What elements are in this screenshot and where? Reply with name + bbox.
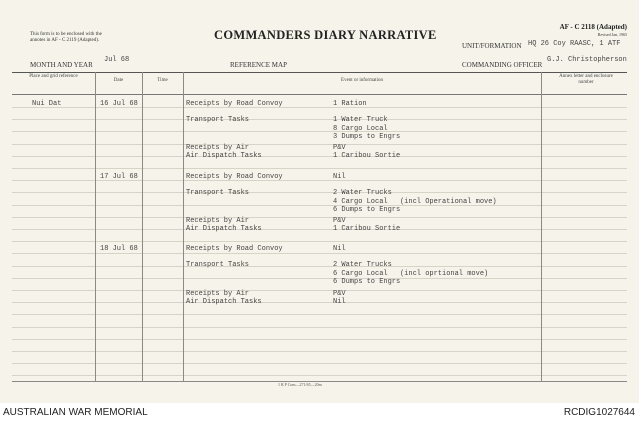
event-label: Receipts by Road Convoy [186,173,283,181]
event-info-line: 8 Cargo Local [333,124,388,133]
commanding-officer-label: COMMANDING OFFICER [462,61,543,69]
header-rule [12,94,627,95]
event-label: Receipts by Road Convoy [186,245,283,253]
ruled-line [12,180,627,181]
event-note: (incl Operational move) [400,197,497,206]
event-info-line: 6 Cargo Local [333,269,388,278]
ruled-line [12,156,627,157]
event-label: Air Dispatch Tasks [186,298,262,306]
unit-label: UNIT/FORMATION [462,42,522,50]
date-cell: 18 Jul 68 [100,245,138,253]
ruled-line [12,290,627,291]
event-info-line: P&V [333,290,346,298]
event-label: Transport Tasks [186,189,250,197]
form-title: COMMANDERS DIARY NARRATIVE [214,28,437,42]
ruled-line [12,266,627,267]
event-info-line: Nil [333,245,346,253]
ruled-line [12,375,627,376]
event-info-line: Nil [333,173,346,181]
event-info-line: 1 Ration [333,100,367,108]
ruled-line [12,278,627,279]
footer-id: RCDIG1027644 [563,407,635,418]
ruled-line [12,302,627,303]
ruled-line [12,192,627,193]
event-label: Receipts by Air [186,290,250,298]
event-note: (incl oprtional move) [400,269,489,278]
event-label: Receipts by Road Convoy [186,100,283,108]
table-bottom-rule [12,381,627,382]
ruled-line [12,168,627,169]
ruled-line [12,253,627,254]
col-event: Event or information [341,78,383,83]
event-info-line: 6 Dumps to Engrs [333,206,401,214]
col-time: Time [157,78,168,83]
ruled-line [12,144,627,145]
event-info-line: P&V [333,144,346,152]
event-info-line: 1 Caribou Sortie [333,225,401,233]
ruled-line [12,327,627,328]
event-info-line: 1 Caribou Sortie [333,152,401,160]
column-divider [183,72,184,382]
reference-map-label: REFERENCE MAP [230,61,287,69]
column-divider [95,72,96,382]
footer-archive: AUSTRALIAN WAR MEMORIAL [3,407,148,418]
event-info-line: 2 Water Trucks [333,189,392,197]
column-divider [142,72,143,382]
ruled-line [12,363,627,364]
event-label: Receipts by Air [186,217,250,225]
ruled-line [12,119,627,120]
column-divider [541,72,542,382]
ruled-line [12,217,627,218]
event-label: Air Dispatch Tasks [186,152,262,160]
col-date: Date [113,78,124,83]
ruled-line [12,107,627,108]
col-place: Place and grid reference [29,74,78,79]
date-cell: 17 Jul 68 [100,173,138,181]
ruled-line [12,205,627,206]
event-label: Transport Tasks [186,261,250,269]
ruled-line [12,351,627,352]
place-cell: Nui Dat [32,100,62,108]
printer-mark: 1 R P Com—271/65—20m [278,382,322,387]
form-number: AF - C 2118 (Adapted) [559,23,627,31]
event-label: Transport Tasks [186,116,250,124]
event-info-line: Nil [333,298,346,306]
diary-page: This form is to be enclosed with the ann… [0,0,639,403]
event-info-line: 6 Dumps to Engrs [333,278,401,286]
month-label: MONTH AND YEAR [30,61,93,69]
commanding-officer-value: G.J. Christopherson [547,56,627,64]
ruled-line [12,241,627,242]
event-info-line: 3 Dumps to Engrs [333,133,401,141]
unit-value: HQ 26 Coy RAASC, 1 ATF [528,40,621,48]
table-top-rule [12,72,627,73]
ruled-line [12,339,627,340]
ruled-line [12,229,627,230]
event-info-line: 2 Water Trucks [333,261,392,269]
event-info-line: P&V [333,217,346,225]
col-annex: Annex letter and enclosure number [559,74,613,85]
date-cell: 16 Jul 68 [100,100,138,108]
event-label: Receipts by Air [186,144,250,152]
event-label: Air Dispatch Tasks [186,225,262,233]
form-note: This form is to be enclosed with the ann… [30,32,102,43]
month-value: Jul 68 [104,56,130,64]
event-info-line: 4 Cargo Local [333,197,388,206]
revised-date: Revised Jan, 1965 [597,32,627,37]
event-info-line: 1 Water Truck [333,116,388,124]
ruled-line [12,131,627,132]
ruled-line [12,314,627,315]
